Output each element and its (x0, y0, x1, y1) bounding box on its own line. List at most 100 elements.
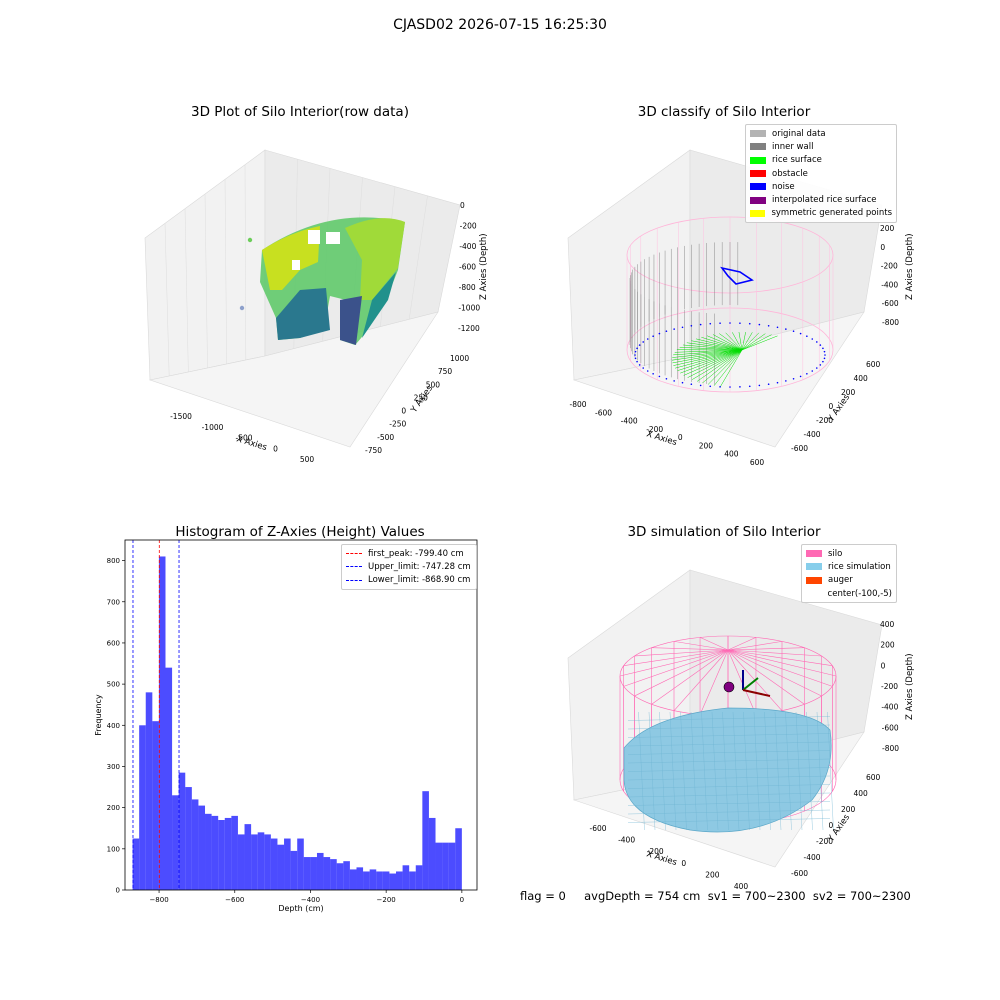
histogram-bar (145, 692, 153, 890)
histogram-x-tick: −800 (149, 896, 168, 904)
histogram-bar (264, 834, 271, 890)
panel4-zlabel: Z Axies (Depth) (905, 653, 915, 720)
panel1-y-tick: -250 (389, 420, 406, 429)
status-line: flag = 0 avgDepth = 754 cm sv1 = 700~230… (520, 889, 911, 903)
histogram-bar (409, 871, 416, 890)
histogram-y-tick: 600 (107, 639, 120, 647)
panel2-legend-label: rice surface (772, 155, 822, 166)
panel3-legend-item: first_peak: -799.40 cm (346, 547, 472, 560)
panel2-legend-item: inner wall (750, 140, 892, 153)
panel3-legend-swatch (346, 566, 362, 568)
panel2-noise (634, 266, 826, 388)
panel2-y-tick: 400 (854, 374, 869, 383)
panel4-legend-swatch (806, 563, 822, 571)
histogram-bar (428, 817, 436, 890)
histogram-bar (132, 838, 140, 890)
histogram-bar (376, 871, 383, 890)
panel4-x-tick: 200 (705, 870, 720, 879)
panel2-x-tick: 0 (678, 433, 683, 442)
panel2-legend-item: rice surface (750, 154, 892, 167)
histogram-bar (139, 725, 146, 890)
panel1-3d-plot: X Axies Y Axies Z Axies (Depth) -1500-10… (144, 149, 489, 464)
panel2-x-tick: 200 (699, 441, 714, 450)
panel2-title: 3D classify of Silo Interior (637, 104, 811, 120)
figure-title: CJASD02 2026-07-15 16:25:30 (393, 17, 607, 33)
panel4-x-tick: -600 (589, 824, 606, 833)
histogram-bar (257, 832, 265, 890)
panel3-legend-swatch (346, 579, 362, 581)
panel2-y-tick: -600 (791, 444, 808, 453)
panel4-z-tick: 200 (880, 641, 895, 650)
panel1-z-tick: -1000 (458, 304, 480, 313)
histogram-y-tick: 200 (107, 804, 120, 812)
panel2-legend-swatch (750, 156, 766, 164)
panel4-title: 3D simulation of Silo Interior (627, 524, 821, 540)
panel1-z-tick: -400 (459, 242, 476, 251)
histogram-bar (363, 871, 370, 890)
histogram-bar (277, 844, 285, 890)
histogram-bar (455, 828, 462, 890)
panel2-zlabel: Z Axies (Depth) (905, 233, 915, 300)
histogram-bar (349, 869, 357, 890)
panel4-y-tick: -400 (804, 853, 821, 862)
histogram-bar (448, 842, 456, 890)
histogram-bar (323, 857, 331, 890)
panel4-z-tick: 0 (881, 661, 886, 670)
panel4-z-tick: -400 (881, 703, 898, 712)
panel4-y-tick: 200 (841, 805, 856, 814)
histogram-bar (290, 850, 298, 890)
panel2-y-tick: -200 (816, 416, 833, 425)
panel2-z-tick: -800 (882, 318, 899, 327)
panel3-legend: first_peak: -799.40 cm Upper_limit: -747.… (341, 544, 477, 590)
panel2-legend-label: symmetric generated points (771, 208, 892, 219)
histogram-bar (244, 824, 252, 890)
histogram-y-tick: 300 (107, 763, 120, 771)
panel1-z-tick: -200 (460, 222, 477, 231)
histogram-bar (158, 556, 166, 890)
panel1-y-tick: 500 (426, 380, 441, 389)
histogram-bar (343, 861, 350, 890)
panel2-legend-swatch (750, 170, 766, 178)
panel2-legend-item: noise (750, 180, 892, 193)
panel2-legend-swatch (750, 130, 766, 138)
panel2-legend-item: symmetric generated points (750, 207, 892, 220)
panel4-legend-label: rice simulation (828, 561, 891, 572)
panel1-x-tick: -500 (235, 434, 252, 443)
histogram-bar (316, 852, 324, 890)
histogram-bar (178, 772, 186, 890)
panel2-legend-swatch (750, 143, 766, 151)
panel2-legend-swatch (750, 196, 766, 204)
panel2-x-tick: -400 (621, 417, 638, 426)
panel2-z-tick: -400 (881, 280, 898, 289)
panel2-legend-label: noise (772, 181, 795, 192)
panel4-x-tick: -400 (618, 836, 635, 845)
panel2-legend-swatch (750, 183, 766, 191)
histogram-bar (356, 867, 364, 890)
histogram-bar (297, 838, 304, 890)
panel2-legend-label: obstacle (772, 168, 808, 179)
panel2-legend-swatch (750, 209, 766, 217)
panel2-legend-label: inner wall (772, 141, 814, 152)
panel3-legend-item: Lower_limit: -868.90 cm (346, 574, 472, 587)
histogram-bar (303, 857, 311, 890)
panel4-legend-label: center(-100,-5) (827, 588, 892, 599)
panel1-zlabel: Z Axies (Depth) (479, 233, 489, 300)
panel1-x-tick: 0 (273, 444, 278, 453)
histogram-bar (218, 820, 225, 890)
panel4-legend-item: rice simulation (806, 560, 892, 573)
panel3-legend-label: first_peak: -799.40 cm (368, 548, 464, 559)
panel3-axes-frame (124, 539, 478, 891)
panel1-z-tick: 0 (460, 201, 465, 210)
panel1-y-tick: 750 (438, 367, 453, 376)
histogram-x-tick: −200 (377, 896, 396, 904)
panel2-x-tick: -200 (646, 425, 663, 434)
histogram-bar (442, 842, 449, 890)
panel1-y-tick: -750 (365, 446, 382, 455)
histogram-bar (310, 857, 317, 890)
panel3-histogram: −800 −600 −400 −200 0 0 100 200 300 400 500 600 700… (94, 539, 478, 913)
panel1-x-tick: 500 (300, 455, 315, 464)
panel2-x-tick: 600 (750, 458, 765, 467)
histogram-bar (402, 865, 410, 890)
panel2-legend-item: interpolated rice surface (750, 193, 892, 206)
panel2-y-tick: -400 (804, 430, 821, 439)
